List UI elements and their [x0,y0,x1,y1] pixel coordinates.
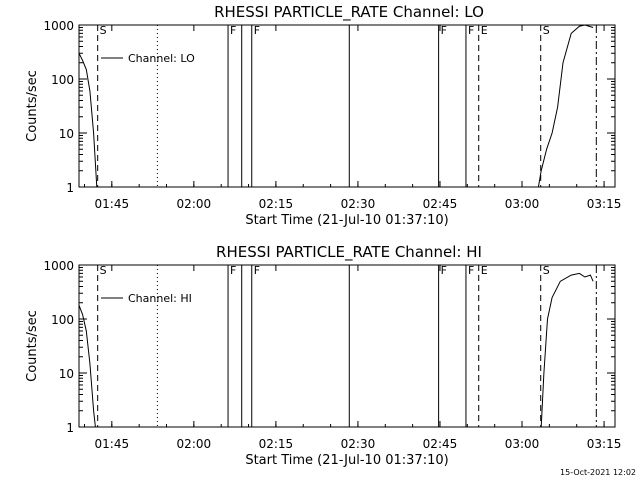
lo-x-axis-label: Start Time (21-Jul-10 01:37:10) [245,213,448,228]
lo-event-marker-label: F [254,24,260,37]
hi-y-axis-label: Counts/sec [25,310,40,382]
lo-x-tick-label: 02:15 [259,197,294,211]
hi-event-marker-label: S [100,264,107,277]
hi-x-tick-label: 02:15 [259,437,294,451]
hi-event-marker-label: F [468,264,474,277]
hi-y-tick-label: 10 [59,367,74,381]
lo-y-tick-label: 1000 [43,19,74,33]
hi-x-tick-label: 02:45 [423,437,458,451]
lo-channel-panel: RHESSI PARTICLE_RATE Channel: LO Start T… [25,3,621,228]
hi-event-marker-label: E [481,264,488,277]
lo-event-marker-label: E [481,24,488,37]
lo-y-tick-label: 1 [66,181,74,195]
hi-x-tick-label: 03:00 [505,437,540,451]
lo-chart-title: RHESSI PARTICLE_RATE Channel: LO [214,3,484,22]
lo-event-marker-label: F [441,24,447,37]
lo-y-tick-label: 100 [51,73,74,87]
lo-event-marker-label: S [543,24,550,37]
hi-rate-line [540,272,594,428]
hi-plot-frame [78,264,616,428]
hi-x-tick-label: 02:00 [177,437,212,451]
hi-legend-label: Channel: HI [128,292,192,305]
lo-y-tick-label: 10 [59,127,74,141]
lo-legend-label: Channel: LO [128,52,195,65]
hi-event-marker-label: F [230,264,236,277]
hi-y-tick-label: 100 [51,313,74,327]
lo-event-marker-label: F [468,24,474,37]
lo-x-tick-label: 02:00 [177,197,212,211]
hi-chart-title: RHESSI PARTICLE_RATE Channel: HI [216,243,482,262]
lo-x-tick-label: 03:00 [505,197,540,211]
hi-x-axis-label: Start Time (21-Jul-10 01:37:10) [245,453,448,468]
hi-y-tick-label: 1000 [43,259,74,273]
lo-x-tick-label: 01:45 [95,197,130,211]
hi-event-marker-label: F [441,264,447,277]
lo-event-marker-label: S [100,24,107,37]
lo-x-tick-label: 03:15 [587,197,622,211]
hi-y-tick-label: 1 [66,421,74,435]
hi-x-tick-label: 01:45 [95,437,130,451]
hi-channel-panel: RHESSI PARTICLE_RATE Channel: HI Start T… [25,243,621,468]
lo-rate-line [78,52,98,188]
lo-x-tick-label: 02:45 [423,197,458,211]
footer-timestamp: 15-Oct-2021 12:02 [560,468,636,477]
lo-x-tick-label: 02:30 [341,197,376,211]
lo-event-marker-label: F [230,24,236,37]
hi-x-tick-label: 02:30 [341,437,376,451]
hi-x-tick-label: 03:15 [587,437,622,451]
lo-y-axis-label: Counts/sec [25,70,40,142]
lo-rate-line [533,24,594,188]
hi-event-marker-label: F [254,264,260,277]
lo-plot-frame [78,24,616,188]
hi-rate-line [78,305,96,428]
hi-event-marker-label: S [543,264,550,277]
